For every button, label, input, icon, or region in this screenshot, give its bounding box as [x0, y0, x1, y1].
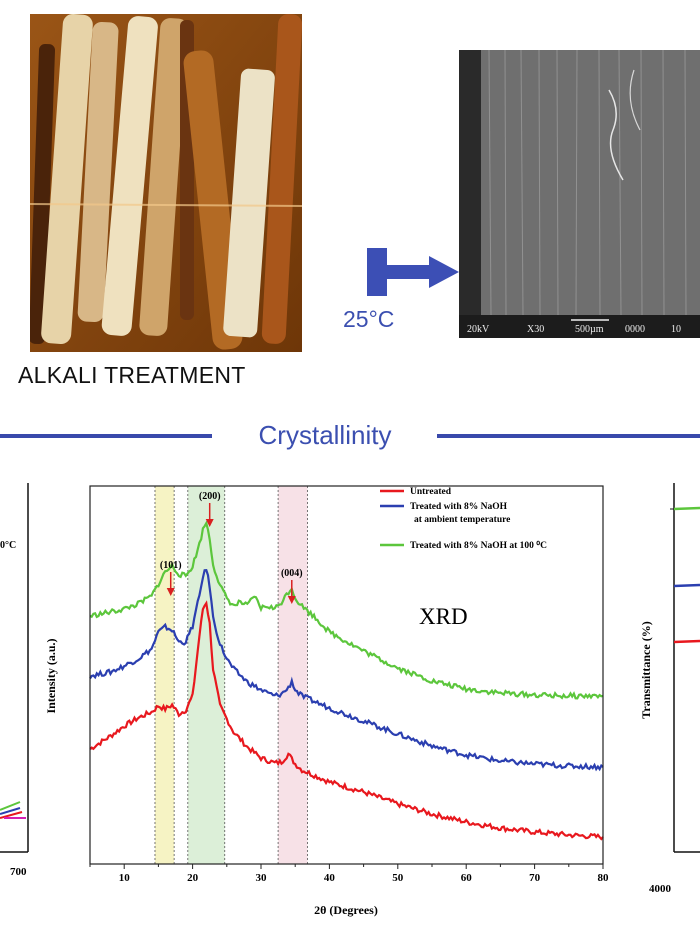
- x-axis-label: 2θ (Degrees): [314, 903, 378, 917]
- plot-frame: [89, 485, 604, 865]
- process-arrow: [367, 248, 459, 296]
- peak-label-0: (101): [160, 560, 182, 571]
- legend-label-0: Untreated: [410, 487, 452, 497]
- sem-scale-id: 0000: [625, 324, 645, 335]
- peak-label-2: (004): [281, 568, 303, 579]
- x-tick-label-3: 40: [324, 872, 336, 884]
- peak-region-1: [187, 486, 225, 864]
- legend-label-1-line2: at ambient temperature: [414, 515, 510, 525]
- process-label: ALKALI TREATMENT: [18, 362, 246, 388]
- right-x-tick: 4000: [649, 883, 672, 895]
- sem-scale-kv: 20kV: [467, 324, 490, 335]
- x-tick-label-6: 70: [529, 872, 541, 884]
- x-tick-label-0: 10: [119, 872, 131, 884]
- sem-micrograph: 20kV X30 500µm 0000 10: [459, 50, 700, 338]
- x-tick-label-2: 30: [256, 872, 268, 884]
- sem-scale-mag: X30: [527, 324, 544, 335]
- peak-arrowhead-2: [287, 596, 296, 604]
- left-x-tick: 700: [10, 866, 27, 878]
- fiber-photo-drawing: [30, 14, 302, 352]
- section-divider-left: [0, 434, 212, 438]
- peak-region-0: [154, 486, 175, 864]
- sem-drawing: 20kV X30 500µm 0000 10: [459, 50, 700, 338]
- fiber-photo: [30, 14, 302, 352]
- sem-scale-extra: 10: [671, 324, 681, 335]
- section-title: Crystallinity: [258, 420, 392, 450]
- peak-arrowhead-0: [166, 588, 175, 596]
- sem-scale-bar: 500µm: [575, 324, 604, 335]
- peak-arrowhead-1: [205, 519, 214, 527]
- y-axis-label: Intensity (a.u.): [44, 638, 58, 713]
- xrd-chart: 10 20 30 40 50 60 70 80 (101) (200) (004) Untreat…: [44, 485, 610, 917]
- section-divider-right: [437, 434, 700, 438]
- peak-region-2: [278, 486, 308, 864]
- legend-label-1: Treated with 8% NaOH: [410, 502, 508, 512]
- x-tick-label-5: 60: [461, 872, 473, 884]
- legend-label-2: Treated with 8% NaOH at 100 ⁰C: [410, 540, 547, 551]
- temperature-label: 25°C: [343, 306, 395, 332]
- series-line-0: [89, 600, 604, 841]
- left-chart-fragment: 0°C 700: [0, 483, 29, 878]
- series-line-1: [89, 569, 604, 772]
- chart-title: XRD: [419, 604, 468, 629]
- x-tick-label-7: 80: [598, 872, 610, 884]
- right-chart-fragment: Transmittance (%) 4000: [639, 483, 700, 895]
- peak-label-1: (200): [199, 491, 221, 502]
- right-y-axis-label: Transmittance (%): [639, 621, 653, 718]
- x-tick-label-4: 50: [392, 872, 404, 884]
- series-line-2: [89, 520, 604, 700]
- left-legend-fragment: 0°C: [0, 540, 16, 551]
- x-tick-label-1: 20: [187, 872, 199, 884]
